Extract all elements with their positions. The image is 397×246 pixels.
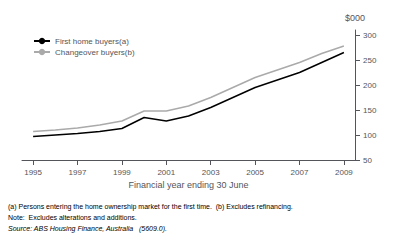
svg-text:100: 100 [363,131,377,140]
svg-text:200: 200 [363,81,377,90]
svg-text:Source: ABS Housing Finance, A: Source: ABS Housing Finance, Australia (… [8,225,167,233]
svg-text:1997: 1997 [69,168,87,177]
svg-text:(a) Persons entering the home: (a) Persons entering the home ownership … [8,203,293,211]
svg-text:Note: Excludes alterations an: Note: Excludes alterations and additions… [8,214,137,221]
svg-text:2001: 2001 [157,168,175,177]
svg-text:Financial year ending 30 June: Financial year ending 30 June [128,180,248,190]
svg-text:1995: 1995 [24,168,42,177]
svg-text:250: 250 [363,56,377,65]
svg-text:2005: 2005 [246,168,264,177]
svg-text:1999: 1999 [113,168,131,177]
svg-text:Changeover buyers(b): Changeover buyers(b) [55,48,135,57]
svg-text:50: 50 [363,156,372,165]
svg-text:$000: $000 [345,13,365,23]
svg-text:150: 150 [363,106,377,115]
svg-text:2009: 2009 [335,168,353,177]
svg-text:First home buyers(a): First home buyers(a) [55,37,129,46]
svg-text:2003: 2003 [202,168,220,177]
svg-text:2007: 2007 [291,168,309,177]
svg-text:300: 300 [363,31,377,40]
